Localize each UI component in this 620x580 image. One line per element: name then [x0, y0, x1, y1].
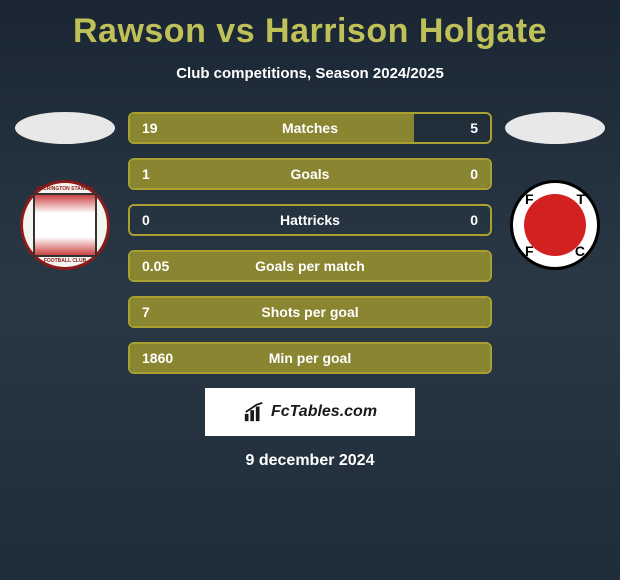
badge-left-text-bottom: FOOTBALL CLUB	[23, 258, 107, 264]
stat-label: Matches	[282, 120, 338, 136]
club-badge-right: F T F C	[510, 180, 600, 270]
comparison-subtitle: Club competitions, Season 2024/2025	[0, 65, 620, 82]
stat-left-value: 19	[142, 120, 158, 136]
badge-left-text-top: ACCRINGTON STANLEY	[23, 186, 107, 192]
stat-label: Min per goal	[269, 350, 351, 366]
fctables-logo-icon	[243, 401, 265, 423]
badge-right-letter: F	[525, 243, 534, 259]
stat-left-value: 7	[142, 304, 150, 320]
stat-left-value: 0.05	[142, 258, 169, 274]
stat-label: Hattricks	[280, 212, 340, 228]
player-left-column: ACCRINGTON STANLEY FOOTBALL CLUB	[10, 112, 120, 270]
club-badge-left: ACCRINGTON STANLEY FOOTBALL CLUB	[20, 180, 110, 270]
player-right-avatar	[505, 112, 605, 144]
stat-label: Goals per match	[255, 258, 365, 274]
stat-row: 7 Shots per goal	[128, 296, 492, 328]
brand-badge[interactable]: FcTables.com	[205, 388, 415, 436]
stat-label: Goals	[291, 166, 330, 182]
stat-right-value: 0	[470, 166, 478, 182]
stats-column: 19 Matches 5 1 Goals 0 0 Hattricks 0 0.05 Goals pe…	[120, 112, 500, 374]
footer-date: 9 december 2024	[0, 452, 620, 470]
stat-row: 0 Hattricks 0	[128, 204, 492, 236]
player-left-avatar	[15, 112, 115, 144]
stat-row: 0.05 Goals per match	[128, 250, 492, 282]
brand-text: FcTables.com	[271, 403, 377, 421]
badge-right-letter: C	[575, 243, 585, 259]
stat-row: 1860 Min per goal	[128, 342, 492, 374]
comparison-title: Rawson vs Harrison Holgate	[0, 0, 620, 51]
stat-left-value: 1	[142, 166, 150, 182]
stat-row: 19 Matches 5	[128, 112, 492, 144]
badge-left-crest	[33, 193, 97, 257]
stat-right-value: 0	[470, 212, 478, 228]
comparison-content: ACCRINGTON STANLEY FOOTBALL CLUB 19 Match…	[0, 112, 620, 374]
stat-fill	[130, 114, 414, 142]
player-right-column: F T F C	[500, 112, 610, 270]
stat-left-value: 0	[142, 212, 150, 228]
stat-label: Shots per goal	[261, 304, 358, 320]
stat-row: 1 Goals 0	[128, 158, 492, 190]
stat-left-value: 1860	[142, 350, 173, 366]
stat-right-value: 5	[470, 120, 478, 136]
